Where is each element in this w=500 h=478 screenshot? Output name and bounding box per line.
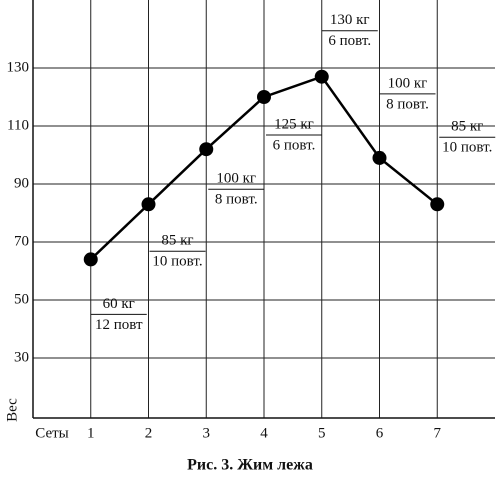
y-tick-label: 90 [14, 175, 29, 191]
data-point [257, 90, 271, 104]
data-point [430, 197, 445, 212]
data-point [83, 252, 98, 267]
x-tick-label: 1 [87, 425, 95, 441]
annotation-reps: 6 повт. [273, 137, 316, 153]
y-tick-label: 130 [7, 59, 30, 75]
annotation-weight: 85 кг [451, 119, 483, 135]
x-tick-label: 7 [434, 425, 442, 441]
x-tick-label: 3 [203, 425, 211, 441]
y-axis-label: Вес [4, 398, 20, 422]
annotation-reps: 12 повт [95, 317, 143, 333]
y-tick-label: 50 [14, 291, 29, 307]
annotation-reps: 8 повт. [386, 96, 429, 112]
y-tick-label: 110 [7, 117, 29, 133]
annotation-reps: 10 повт. [152, 254, 202, 270]
y-tick-label: 30 [14, 349, 29, 365]
chart-title: Рис. 3. Жим лежа [187, 457, 313, 474]
annotation-weight: 60 кг [103, 296, 135, 312]
x-tick-label: 6 [376, 425, 384, 441]
data-point [199, 142, 214, 157]
annotation-weight: 130 кг [330, 12, 370, 28]
x-tick-label: 5 [318, 425, 326, 441]
annotation-weight: 100 кг [216, 171, 256, 187]
data-point [314, 69, 329, 84]
annotation-reps: 8 повт. [215, 192, 258, 208]
x-tick-label: 2 [145, 425, 153, 441]
annotation-weight: 85 кг [161, 233, 193, 249]
annotation-weight: 125 кг [274, 116, 314, 132]
y-tick-label: 70 [14, 233, 29, 249]
data-point [141, 197, 156, 212]
annotation-reps: 10 повт. [442, 140, 492, 156]
data-point [372, 150, 387, 165]
x-axis-label: Сеты [35, 425, 68, 441]
x-tick-label: 4 [260, 425, 268, 441]
annotation-weight: 100 кг [388, 75, 428, 91]
annotation-reps: 6 повт. [328, 33, 371, 49]
